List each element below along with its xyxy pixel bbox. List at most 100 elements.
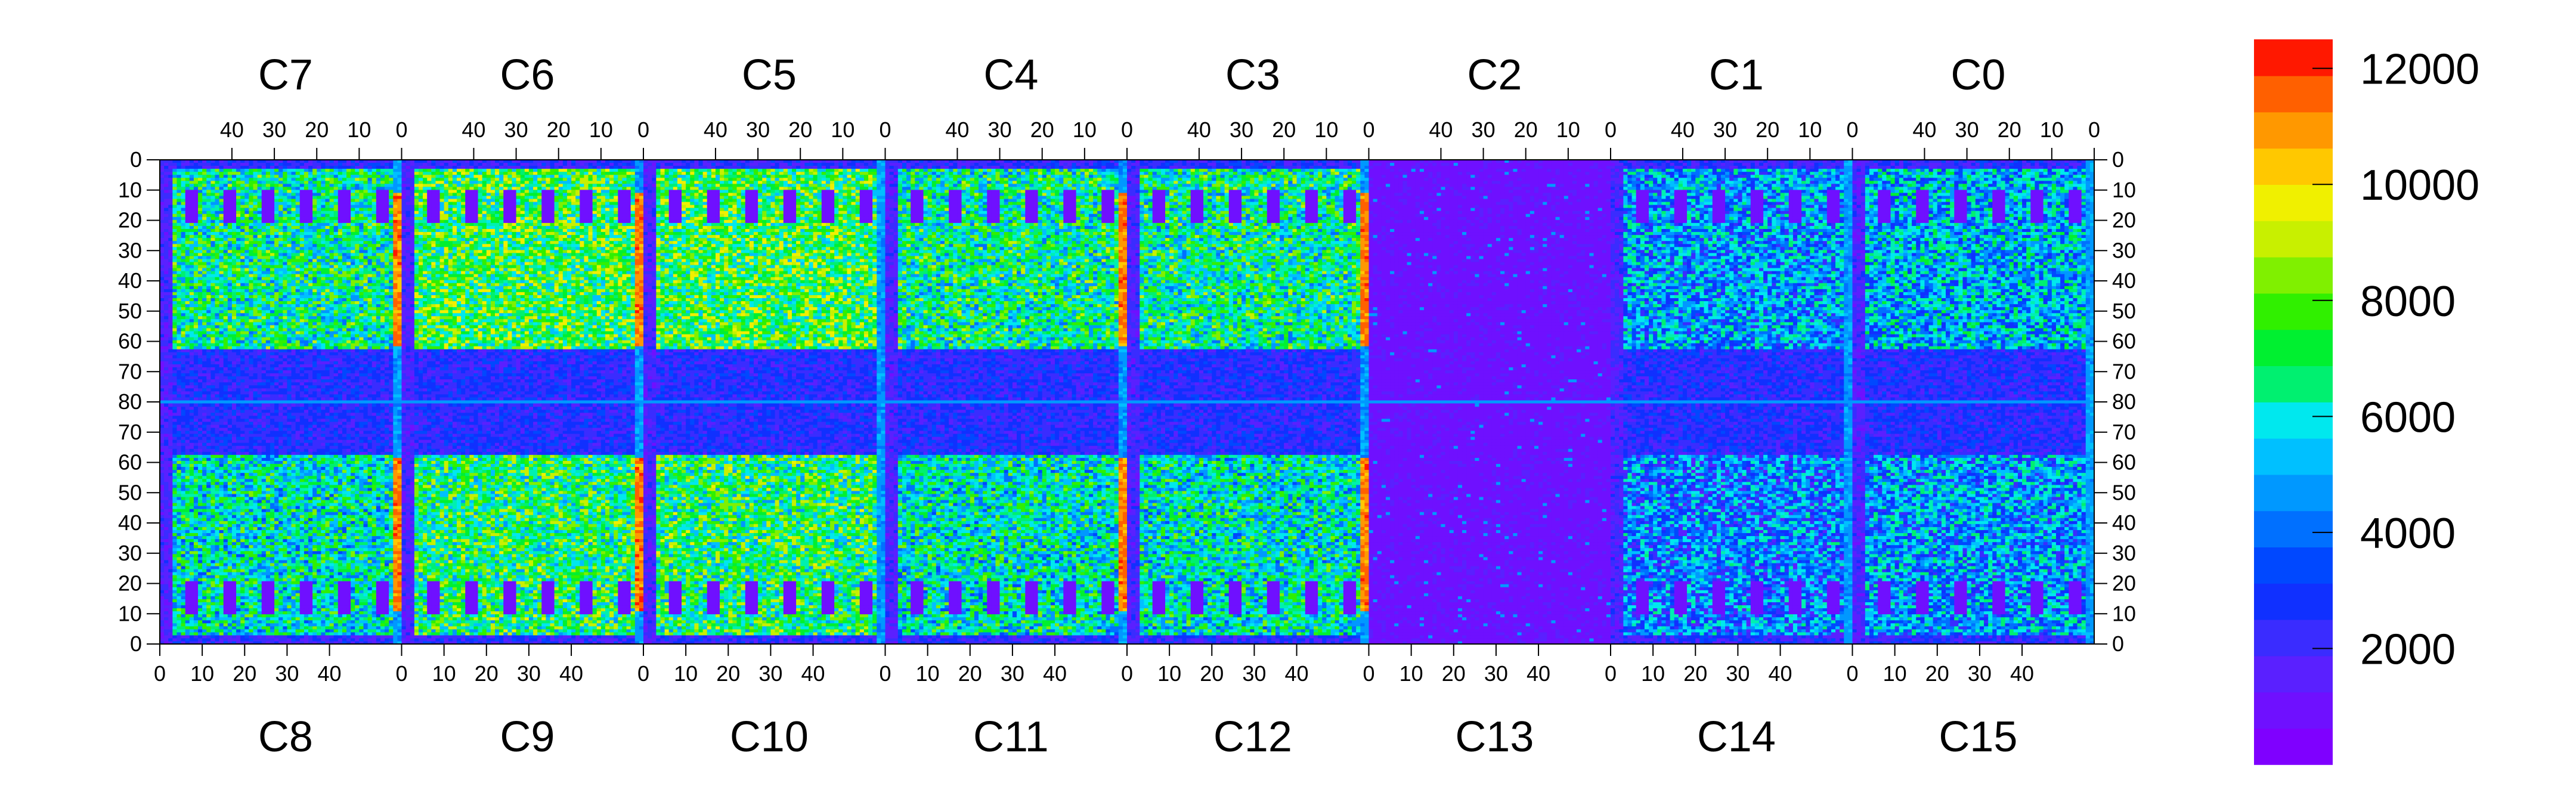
heatmap-cell	[202, 166, 207, 169]
heatmap-cell	[380, 259, 385, 262]
heatmap-cell	[164, 181, 169, 184]
heatmap-cell	[258, 205, 262, 209]
heatmap-cell	[168, 229, 173, 233]
heatmap-cell	[202, 163, 207, 166]
heatmap-cell	[210, 217, 215, 221]
heatmap-cell	[300, 178, 305, 181]
heatmap-cell	[368, 211, 373, 215]
heatmap-cell	[249, 163, 253, 166]
heatmap-cell	[283, 238, 287, 242]
heatmap-cell	[355, 175, 360, 178]
heatmap-cell	[224, 247, 228, 250]
heatmap-cell	[338, 190, 343, 193]
heatmap-cell	[325, 226, 330, 230]
heatmap-cell	[385, 259, 389, 262]
heatmap-cell	[198, 193, 203, 196]
heatmap-cell	[389, 229, 394, 233]
heatmap-cell	[262, 226, 267, 230]
heatmap-cell	[359, 217, 364, 221]
heatmap-cell	[368, 187, 373, 190]
heatmap-cell	[210, 256, 215, 259]
heatmap-cell	[363, 205, 368, 209]
heatmap-cell	[228, 256, 233, 259]
heatmap-cell	[385, 256, 389, 259]
heatmap-cell	[164, 178, 169, 181]
heatmap-cell	[304, 220, 309, 224]
heatmap-cell	[338, 184, 343, 187]
heatmap-cell	[262, 238, 267, 242]
heatmap-cell	[363, 226, 368, 230]
heatmap-cell	[283, 229, 287, 233]
heatmap-cell	[215, 205, 219, 209]
heatmap-cell	[342, 259, 347, 262]
heatmap-cell	[215, 241, 219, 244]
heatmap-cell	[164, 232, 169, 236]
heatmap-cell	[262, 208, 267, 212]
heatmap-cell	[274, 184, 279, 187]
heatmap-cell	[393, 244, 398, 247]
heatmap-cell	[346, 193, 351, 196]
heatmap-cell	[385, 187, 389, 190]
heatmap-cell	[317, 229, 321, 233]
heatmap-cell	[287, 241, 292, 244]
heatmap-cell	[380, 244, 385, 247]
heatmap-cell	[168, 223, 173, 227]
heatmap-cell	[351, 259, 355, 262]
heatmap-cell	[278, 220, 283, 224]
heatmap-cell	[236, 253, 241, 256]
heatmap-cell	[172, 241, 177, 244]
heatmap-cell	[368, 241, 373, 244]
heatmap-cell	[304, 208, 309, 212]
heatmap-cell	[240, 229, 245, 233]
heatmap-cell	[296, 187, 301, 190]
heatmap-cell	[283, 178, 287, 181]
heatmap-cell	[206, 202, 211, 206]
heatmap-cell	[240, 247, 245, 250]
heatmap-cell	[240, 217, 245, 221]
heatmap-cell	[249, 217, 253, 221]
heatmap-cell	[232, 247, 237, 250]
heatmap-cell	[296, 241, 301, 244]
heatmap-cell	[397, 199, 402, 203]
heatmap-cell	[177, 247, 181, 250]
heatmap-cell	[164, 238, 169, 242]
heatmap-cell	[274, 235, 279, 239]
heatmap-cell	[219, 232, 224, 236]
heatmap-cell	[351, 187, 355, 190]
heatmap-cell	[274, 193, 279, 196]
heatmap-cell	[202, 205, 207, 209]
heatmap-cell	[300, 196, 305, 200]
heatmap-cell	[206, 214, 211, 218]
heatmap-cell	[300, 199, 305, 203]
heatmap-cell	[228, 199, 233, 203]
heatmap-cell	[397, 217, 402, 221]
heatmap-cell	[224, 211, 228, 215]
heatmap-cell	[283, 205, 287, 209]
heatmap-cell	[164, 205, 169, 209]
heatmap-cell	[312, 247, 317, 250]
heatmap-cell	[215, 196, 219, 200]
heatmap-cell	[380, 196, 385, 200]
heatmap-cell	[283, 169, 287, 172]
heatmap-cell	[292, 238, 296, 242]
heatmap-cell	[266, 193, 271, 196]
heatmap-cell	[249, 238, 253, 242]
heatmap-cell	[330, 223, 335, 227]
heatmap-cell	[296, 211, 301, 215]
heatmap-cell	[355, 196, 360, 200]
heatmap-cell	[164, 163, 169, 166]
heatmap-cell	[325, 232, 330, 236]
heatmap-cell	[244, 166, 249, 169]
heatmap-cell	[346, 211, 351, 215]
heatmap-cell	[253, 256, 258, 259]
heatmap-cell	[346, 244, 351, 247]
heatmap-cell	[330, 181, 335, 184]
heatmap-cell	[274, 241, 279, 244]
heatmap-cell	[287, 169, 292, 172]
heatmap-cell	[312, 241, 317, 244]
heatmap-cell	[164, 223, 169, 227]
heatmap-cell	[389, 172, 394, 175]
heatmap-cell	[292, 202, 296, 206]
heatmap-cell	[389, 211, 394, 215]
heatmap-cell	[278, 205, 283, 209]
